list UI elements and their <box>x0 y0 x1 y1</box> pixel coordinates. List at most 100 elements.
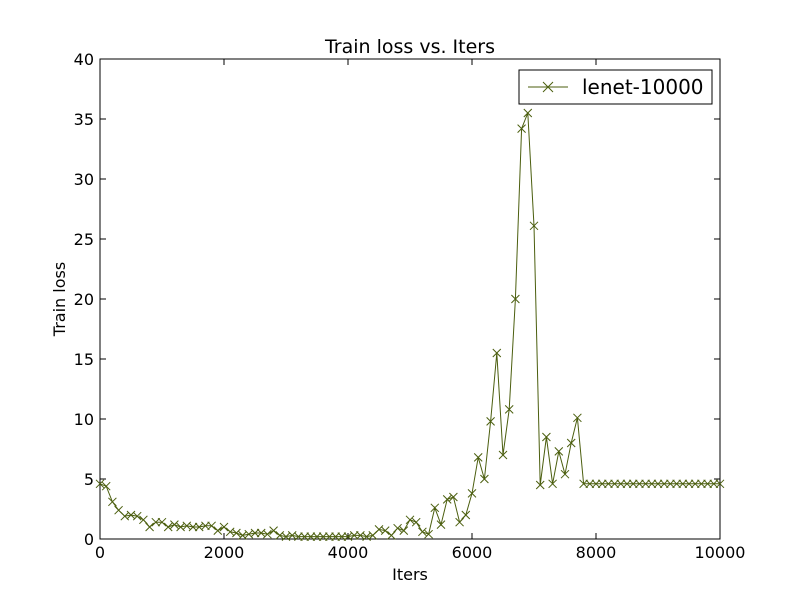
data-point <box>666 479 675 489</box>
data-point <box>269 526 278 535</box>
data-point <box>213 526 223 535</box>
data-point <box>250 528 260 538</box>
y-axis: 0 5 10 15 20 25 30 35 40 <box>74 50 720 549</box>
data-point <box>294 532 303 541</box>
x-tick-label: 2000 <box>204 543 245 562</box>
data-point <box>380 526 390 535</box>
x-tick-label: 6000 <box>452 543 493 562</box>
data-point <box>411 517 421 527</box>
data-point <box>635 479 644 489</box>
data-point <box>585 479 595 489</box>
data-point <box>591 479 601 489</box>
y-tick-label: 5 <box>84 470 94 489</box>
data-point <box>337 532 347 541</box>
data-point <box>523 108 533 118</box>
data-point <box>455 517 464 527</box>
data-point <box>108 497 117 507</box>
data-point <box>393 523 402 533</box>
y-tick-label: 30 <box>74 170 94 189</box>
data-point <box>95 479 105 489</box>
data-point <box>349 531 359 540</box>
x-tick-label: 4000 <box>328 543 369 562</box>
x-axis: 0 2000 4000 6000 8000 10000 <box>95 59 746 562</box>
data-point <box>473 453 483 462</box>
y-tick-label: 15 <box>74 350 94 369</box>
data-point <box>325 532 334 541</box>
data-point <box>201 521 210 531</box>
data-point <box>554 447 564 456</box>
data-point <box>188 522 198 532</box>
y-tick-label: 25 <box>74 230 94 249</box>
y-tick-label: 0 <box>84 530 94 549</box>
data-point <box>715 479 725 489</box>
data-point <box>232 528 241 538</box>
data-point <box>145 522 154 532</box>
data-point <box>306 532 316 541</box>
data-point <box>511 294 520 304</box>
data-point <box>318 532 328 541</box>
data-point <box>542 432 551 442</box>
data-point <box>436 520 446 529</box>
data-point <box>684 479 694 489</box>
data-point <box>504 405 514 414</box>
data-point <box>486 417 495 426</box>
data-point <box>647 479 657 489</box>
data-point <box>163 522 173 532</box>
data-point <box>604 479 613 489</box>
data-point <box>597 479 607 489</box>
data-point <box>566 438 576 448</box>
data-point <box>653 479 663 489</box>
plot-area <box>99 58 721 540</box>
data-point <box>132 511 142 521</box>
data-point <box>399 526 409 535</box>
data-point <box>263 529 272 539</box>
x-tick-label: 8000 <box>576 543 617 562</box>
data-point <box>300 532 309 541</box>
data-point <box>207 521 216 531</box>
data-point <box>387 531 396 540</box>
data-point <box>672 479 681 489</box>
data-point <box>480 474 489 484</box>
y-tick-label: 20 <box>74 290 94 309</box>
chart-title: Train loss vs. Iters <box>324 36 495 58</box>
data-point <box>101 481 111 491</box>
data-point <box>573 413 582 423</box>
data-point <box>331 532 340 541</box>
y-tick-label: 40 <box>74 50 94 69</box>
data-point <box>610 479 619 489</box>
data-point <box>461 510 471 520</box>
data-point <box>535 480 545 490</box>
legend: lenet-10000 <box>518 69 713 105</box>
data-point <box>697 479 706 489</box>
data-point <box>616 479 626 489</box>
data-point <box>709 479 719 489</box>
data-point <box>312 532 322 541</box>
data-point <box>405 515 415 525</box>
data-point <box>170 520 179 529</box>
data-point <box>498 450 508 460</box>
data-point <box>548 479 557 489</box>
data-point <box>579 479 588 489</box>
data-point <box>659 479 669 489</box>
data-point <box>622 479 632 489</box>
data-point <box>219 522 229 532</box>
data-point <box>424 529 433 539</box>
x-tick-label: 0 <box>95 543 105 562</box>
x-tick-label: 10000 <box>695 543 746 562</box>
data-point <box>418 527 427 537</box>
data-point <box>560 469 570 479</box>
x-axis-label: Iters <box>392 565 428 584</box>
data-point <box>467 489 477 498</box>
data-point <box>449 492 458 502</box>
data-point <box>529 221 539 231</box>
data-point <box>430 503 440 513</box>
data-point <box>492 348 502 358</box>
y-tick-label: 35 <box>74 110 94 129</box>
data-point <box>641 479 650 489</box>
data-point <box>690 479 700 489</box>
data-point <box>157 517 167 527</box>
data-point <box>628 479 638 489</box>
data-point <box>703 479 712 489</box>
series-layer <box>95 108 725 541</box>
